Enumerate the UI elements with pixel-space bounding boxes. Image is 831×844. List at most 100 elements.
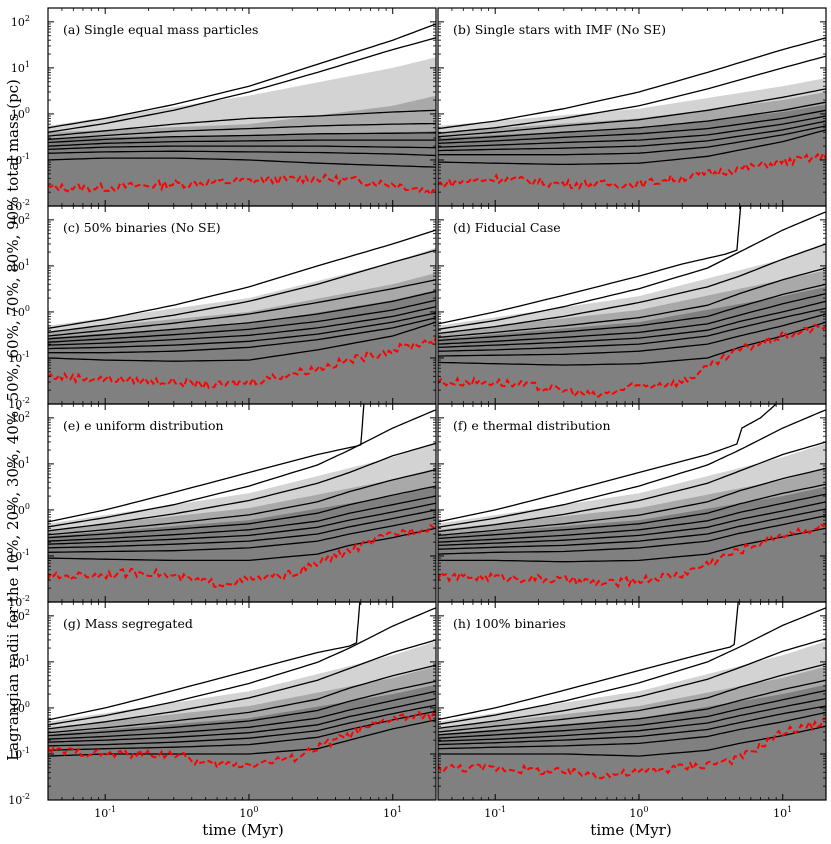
lagrangian-radius-60pct xyxy=(48,680,436,737)
lagrangian-radius-20pct xyxy=(438,125,826,156)
lagrangian-radius-90pct xyxy=(48,229,436,329)
band-dark xyxy=(48,131,436,206)
lagrangian-radius-50pct xyxy=(438,689,826,739)
lagrangian-radius-60pct xyxy=(438,679,826,736)
y-tick-label: 10-2 xyxy=(8,396,30,411)
lagrangian-radius-10pct xyxy=(48,321,436,362)
lagrangian-radius-40pct xyxy=(48,306,436,346)
core-radius-line xyxy=(438,717,826,780)
lagrangian-radius-30pct xyxy=(48,145,436,151)
y-tick-label: 101 xyxy=(11,456,30,471)
y-tick-label: 10-2 xyxy=(8,594,30,609)
panel-title: (f) e thermal distribution xyxy=(453,418,611,433)
lagrangian-radius-100pct xyxy=(438,206,742,325)
core-radius-line xyxy=(438,323,826,398)
lagrangian-radius-90pct xyxy=(438,37,826,130)
band-dark xyxy=(48,684,436,800)
y-tick-label: 100 xyxy=(11,106,30,121)
y-tick-label: 100 xyxy=(11,700,30,715)
lagrangian-radius-70pct xyxy=(48,468,436,536)
lagrangian-radius-80pct xyxy=(48,639,436,730)
lagrangian-radius-50pct xyxy=(438,493,826,543)
panel-g: 10-2 10-1 100 101 102 10-1 100 101 (g) Mass segr… xyxy=(8,601,437,820)
panel-title: (d) Fiducial Case xyxy=(453,220,561,235)
lagrangian-radius-20pct xyxy=(438,515,826,555)
band-dark xyxy=(438,286,826,404)
x-tick-label: 101 xyxy=(773,805,792,820)
lagrangian-radius-40pct xyxy=(438,501,826,547)
lagrangian-radius-50pct xyxy=(48,495,436,542)
lagrangian-radius-70pct xyxy=(438,663,826,733)
core-radius-line xyxy=(438,151,826,191)
lagrangian-radius-90pct xyxy=(48,409,436,528)
lagrangian-radius-50pct xyxy=(48,299,436,343)
core-radius-line xyxy=(48,336,436,391)
lagrangian-radius-80pct xyxy=(438,243,826,335)
lagrangian-radius-10pct xyxy=(48,527,436,562)
core-radius-line xyxy=(48,523,436,589)
lagrangian-radius-40pct xyxy=(438,697,826,742)
panel-title: (b) Single stars with IMF (No SE) xyxy=(453,22,666,37)
lagrangian-radius-30pct xyxy=(48,704,436,747)
lagrangian-radius-70pct xyxy=(438,88,826,138)
lagrangian-radius-90pct xyxy=(438,607,826,725)
lagrangian-radius-10pct xyxy=(438,527,826,563)
lagrangian-radius-60pct xyxy=(438,483,826,540)
lagrangian-radius-60pct xyxy=(48,122,436,141)
x-tick-label: 100 xyxy=(239,805,258,820)
lagrangian-radius-40pct xyxy=(438,300,826,349)
lagrangian-radius-70pct xyxy=(48,664,436,734)
lagrangian-radius-50pct xyxy=(438,292,826,345)
lagrangian-radius-90pct xyxy=(438,409,826,528)
y-tick-label: 102 xyxy=(11,410,30,425)
lagrangian-radius-10pct xyxy=(438,321,826,366)
panel-h: 10-1 100 101 (h) 100% binaries xyxy=(437,601,827,820)
lagrangian-radius-20pct xyxy=(48,317,436,354)
y-tick-label: 101 xyxy=(11,60,30,75)
panel-title: (h) 100% binaries xyxy=(453,616,566,631)
lagrangian-radius-30pct xyxy=(48,312,436,350)
y-tick-label: 101 xyxy=(11,258,30,273)
lagrangian-radius-30pct xyxy=(438,705,826,746)
lagrangian-radius-80pct xyxy=(438,637,826,730)
lagrangian-radius-80pct xyxy=(48,37,436,133)
lagrangian-radius-40pct xyxy=(438,115,826,148)
lagrangian-radius-30pct xyxy=(438,120,826,152)
lagrangian-radius-90pct xyxy=(438,211,826,330)
x-tick-label: 10-1 xyxy=(94,805,116,820)
y-tick-label: 10-1 xyxy=(8,152,30,167)
lagrangian-radius-70pct xyxy=(48,109,436,137)
panel-e: 10-2 10-1 100 101 102 (e) e uniform distribut… xyxy=(8,403,437,609)
core-radius-line xyxy=(48,711,436,770)
lagrangian-radius-100pct xyxy=(48,404,365,523)
y-tick-label: 10-1 xyxy=(8,548,30,563)
lagrangian-radius-30pct xyxy=(48,509,436,549)
lagrangian-radius-20pct xyxy=(438,313,826,357)
panel-c: 10-2 10-1 100 101 102 (c) 50% binaries (No SE… xyxy=(8,205,437,411)
y-tick-label: 100 xyxy=(11,502,30,517)
lagrangian-radius-20pct xyxy=(438,711,826,750)
panel-f: (f) e thermal distribution xyxy=(437,403,827,603)
band-dark xyxy=(438,684,826,800)
panel-title: (a) Single equal mass particles xyxy=(63,22,258,37)
y-tick-label: 10-1 xyxy=(8,746,30,761)
panel-d: (d) Fiducial Case xyxy=(437,205,827,405)
lagrangian-radius-50pct xyxy=(48,690,436,740)
lagrangian-radius-20pct xyxy=(48,710,436,751)
lagrangian-radius-10pct xyxy=(48,157,436,168)
y-tick-label: 10-2 xyxy=(8,198,30,213)
lagrangian-radius-80pct xyxy=(48,249,436,334)
x-tick-label: 10-1 xyxy=(484,805,506,820)
y-tick-label: 10-2 xyxy=(8,792,30,807)
y-tick-label: 102 xyxy=(11,14,30,29)
y-tick-label: 10-1 xyxy=(8,350,30,365)
lagrangian-radius-20pct xyxy=(48,516,436,553)
panel-title: (e) e uniform distribution xyxy=(63,418,224,433)
lagrangian-radius-10pct xyxy=(48,719,436,757)
lagrangian-radius-60pct xyxy=(48,290,436,340)
lagrangian-radius-40pct xyxy=(48,502,436,545)
lagrangian-radius-40pct xyxy=(48,139,436,147)
lagrangian-radius-10pct xyxy=(438,129,826,166)
lagrangian-radius-70pct xyxy=(48,279,436,337)
